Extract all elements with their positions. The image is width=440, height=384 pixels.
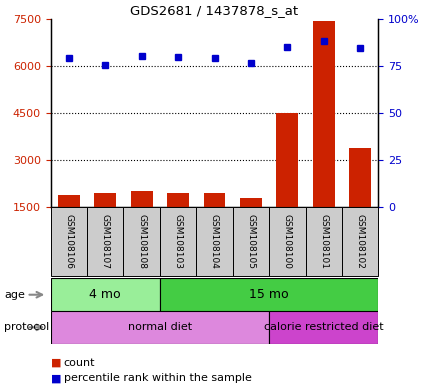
Bar bbox=[87, 207, 124, 276]
Text: percentile rank within the sample: percentile rank within the sample bbox=[64, 373, 252, 383]
Bar bbox=[342, 207, 378, 276]
Text: GSM108100: GSM108100 bbox=[283, 214, 292, 270]
Text: GSM108106: GSM108106 bbox=[64, 214, 73, 270]
Text: protocol: protocol bbox=[4, 322, 50, 333]
Bar bbox=[160, 278, 378, 311]
Text: GSM108103: GSM108103 bbox=[173, 214, 183, 270]
Bar bbox=[269, 311, 378, 344]
Text: GSM108104: GSM108104 bbox=[210, 215, 219, 269]
Bar bbox=[51, 278, 160, 311]
Text: 4 mo: 4 mo bbox=[89, 288, 121, 301]
Text: GSM108108: GSM108108 bbox=[137, 214, 146, 270]
Bar bbox=[131, 191, 153, 207]
Text: calorie restricted diet: calorie restricted diet bbox=[264, 322, 384, 333]
Bar bbox=[204, 193, 225, 207]
Bar bbox=[58, 195, 80, 207]
Text: ■: ■ bbox=[51, 373, 61, 383]
Bar bbox=[51, 207, 87, 276]
Text: count: count bbox=[64, 358, 95, 368]
Bar bbox=[51, 311, 269, 344]
Bar bbox=[124, 207, 160, 276]
Text: GSM108107: GSM108107 bbox=[101, 214, 110, 270]
Text: GSM108101: GSM108101 bbox=[319, 214, 328, 270]
Bar bbox=[196, 207, 233, 276]
Bar bbox=[305, 207, 342, 276]
Text: ■: ■ bbox=[51, 358, 61, 368]
Text: normal diet: normal diet bbox=[128, 322, 192, 333]
Bar bbox=[269, 207, 305, 276]
Title: GDS2681 / 1437878_s_at: GDS2681 / 1437878_s_at bbox=[130, 3, 299, 17]
Bar bbox=[233, 207, 269, 276]
Bar bbox=[349, 148, 371, 207]
Bar bbox=[240, 198, 262, 207]
Bar bbox=[160, 207, 196, 276]
Text: 15 mo: 15 mo bbox=[249, 288, 289, 301]
Text: age: age bbox=[4, 290, 25, 300]
Bar bbox=[276, 113, 298, 207]
Bar bbox=[167, 193, 189, 207]
Bar bbox=[94, 193, 116, 207]
Bar bbox=[313, 22, 335, 207]
Text: GSM108102: GSM108102 bbox=[356, 215, 365, 269]
Text: GSM108105: GSM108105 bbox=[246, 214, 256, 270]
